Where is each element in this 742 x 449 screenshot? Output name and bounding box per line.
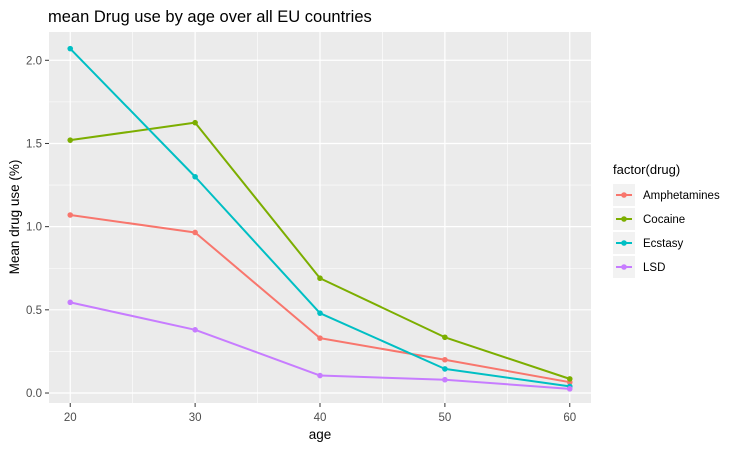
legend-title: factor(drug)	[613, 162, 680, 177]
legend-key-point	[621, 216, 627, 222]
y-tick-label: 0.0	[26, 388, 42, 400]
data-point-cocaine	[67, 137, 74, 143]
data-point-amphetamines	[67, 212, 74, 218]
legend-item-ecstasy: Ecstasy	[613, 232, 684, 254]
chart-title: mean Drug use by age over all EU countri…	[48, 8, 372, 26]
series-layer	[67, 45, 573, 392]
legend-key-point	[621, 264, 627, 270]
data-point-lsd	[442, 376, 448, 383]
x-tick-label: 30	[189, 412, 202, 424]
legend-label: LSD	[643, 262, 665, 274]
x-tick-label: 20	[64, 412, 77, 424]
legend-item-lsd: LSD	[613, 256, 665, 278]
legend-item-cocaine: Cocaine	[613, 208, 685, 230]
series-lsd	[67, 299, 573, 392]
y-tick-label: 2.0	[26, 55, 42, 67]
data-point-ecstasy	[67, 45, 74, 52]
data-point-cocaine	[566, 376, 573, 382]
legend: factor(drug) Amphetamines Cocaine Ecstasy L…	[613, 162, 720, 278]
data-point-lsd	[192, 326, 198, 333]
series-cocaine	[67, 119, 573, 382]
y-tick-label: 1.0	[26, 222, 42, 234]
axis-ticks	[45, 59, 571, 407]
legend-items: Amphetamines Cocaine Ecstasy LSD	[613, 184, 720, 278]
legend-label: Amphetamines	[643, 190, 720, 202]
data-point-amphetamines	[192, 229, 198, 236]
data-point-cocaine	[317, 275, 323, 282]
x-tick-label: 40	[314, 412, 327, 424]
legend-key-point	[621, 240, 627, 246]
data-point-ecstasy	[442, 366, 448, 372]
data-point-cocaine	[192, 119, 198, 126]
y-axis-label: Mean drug use (%)	[7, 160, 22, 275]
y-tick-labels: 0.0 0.5 1.0 1.5 2.0	[26, 55, 42, 400]
data-point-lsd	[67, 299, 74, 306]
x-tick-label: 60	[563, 412, 576, 424]
data-point-amphetamines	[442, 356, 448, 363]
x-axis-label: age	[309, 427, 332, 442]
data-point-cocaine	[442, 334, 448, 341]
data-point-ecstasy	[317, 310, 323, 316]
y-tick-label: 1.5	[26, 138, 42, 150]
legend-item-amphetamines: Amphetamines	[613, 184, 720, 206]
y-tick-label: 0.5	[26, 305, 42, 317]
data-point-ecstasy	[192, 173, 198, 180]
data-point-lsd	[566, 386, 573, 392]
legend-key-point	[621, 192, 627, 198]
major-gridlines	[49, 32, 591, 403]
legend-label: Cocaine	[643, 214, 685, 226]
legend-label: Ecstasy	[643, 238, 684, 250]
x-tick-label: 50	[438, 412, 451, 424]
x-tick-labels: 20 30 40 50 60	[64, 412, 576, 424]
data-point-lsd	[317, 372, 323, 379]
data-point-amphetamines	[317, 335, 323, 341]
